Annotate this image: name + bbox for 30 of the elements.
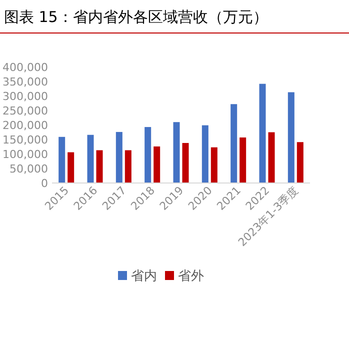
bar [268, 132, 275, 183]
y-tick-label: 0 [41, 177, 48, 190]
bar [68, 152, 74, 183]
y-tick-label: 50,000 [10, 162, 48, 176]
y-tick-label: 200,000 [2, 119, 48, 132]
y-tick-label: 150,000 [2, 134, 48, 146]
bar [259, 84, 266, 183]
y-tick-label: 250,000 [2, 104, 48, 118]
bar [87, 134, 94, 183]
y-tick-label: 400,000 [2, 61, 48, 74]
y-tick-label: 300,000 [2, 90, 48, 103]
bar [96, 150, 103, 183]
legend-label: 省内 [131, 269, 157, 284]
bar [240, 137, 246, 183]
title: 图表 15：省内省外各区域营收（万元） [4, 8, 268, 26]
bar [124, 150, 132, 183]
bar [144, 127, 152, 183]
legend-label: 省外 [178, 269, 204, 284]
bar [210, 147, 218, 183]
y-tick-label: 100,000 [2, 148, 48, 161]
bar [296, 142, 304, 183]
bar [173, 122, 180, 183]
bar [116, 132, 122, 183]
bar [230, 104, 238, 183]
y-tick-label: 350,000 [2, 76, 48, 88]
bar [288, 92, 294, 183]
bar [182, 142, 189, 183]
bar [58, 136, 66, 183]
bar [154, 146, 160, 183]
bar [202, 125, 208, 183]
